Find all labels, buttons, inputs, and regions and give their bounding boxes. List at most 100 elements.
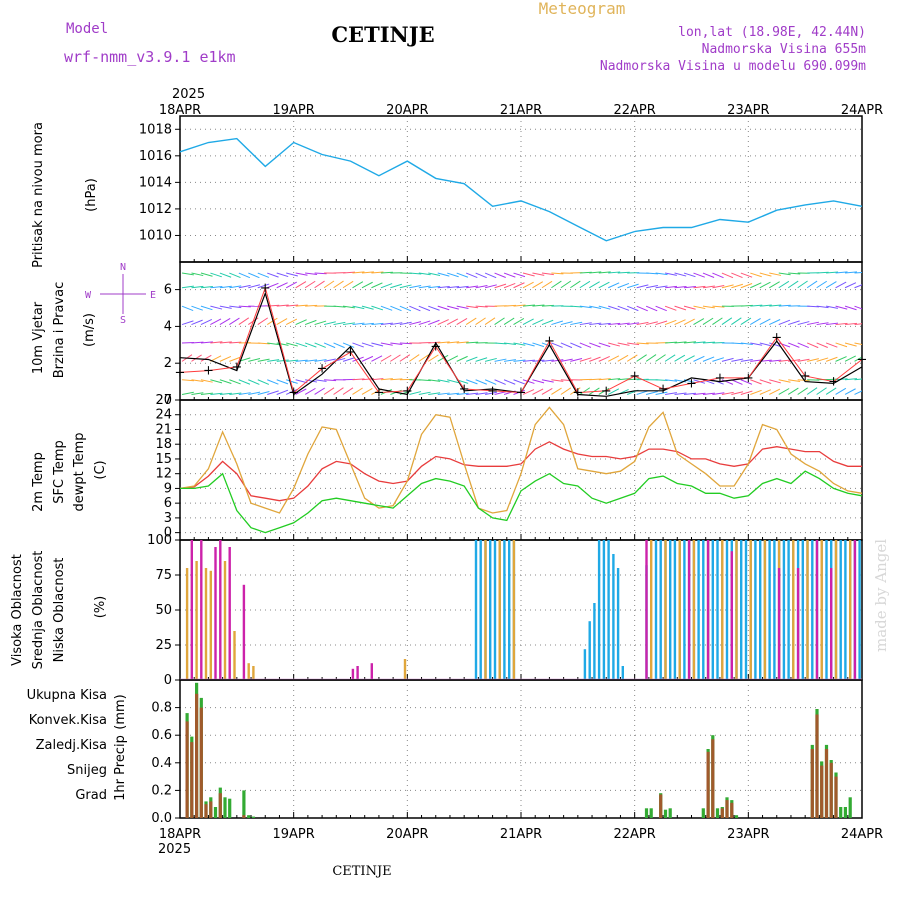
wind-barb [267,272,279,278]
wind-barb [219,305,232,309]
wind-barb [305,379,318,383]
bar-niska-oblacnost [645,540,648,680]
y-tick-label: 6 [164,496,172,511]
wind-barb [447,305,459,310]
wind-barb [238,317,250,325]
wind-barb [731,379,743,385]
wind-barb [570,280,581,289]
wind-barb [437,305,450,311]
wind-barb [788,342,800,348]
temp-unit: (C) [93,460,108,479]
wind-barb [674,272,687,277]
wind-barb [731,391,744,395]
wind-barb [428,285,441,289]
wind-barb [655,391,668,395]
wind-barb [551,280,562,289]
bar-visoka-oblacnost [844,540,847,680]
wind-barb [181,272,194,276]
wind-barb [825,281,837,289]
wind-barb [778,359,791,362]
wind-barb [210,341,223,344]
wind-barb [712,317,723,325]
wind-barb [229,392,242,395]
wind-barb [200,305,213,311]
x-tick-label-top: 24APR [841,103,883,118]
wind-barb [702,272,715,278]
wind-barb [475,272,487,279]
compass-n: N [120,262,126,273]
wind-barb [560,358,573,362]
model-altitude-label: Nadmorska Visina u modelu 690.099m [600,59,866,74]
wind-barb [551,272,564,275]
wind-barb [456,272,469,278]
wind-barb [806,342,819,349]
bar-zaledj-kisa [199,707,203,818]
wind-barb [229,305,242,309]
wind-barb [769,359,782,362]
wind-barb [361,355,374,362]
wind-barb [721,272,734,279]
watermark: made by Angel [872,539,890,652]
y-tick-label: 0.8 [151,701,172,716]
wind-barb [627,283,639,289]
wind-barb [447,379,459,384]
bar-zaledj-kisa [218,793,222,818]
wind-barb [712,272,724,279]
wind-gust-marker: + [686,376,697,391]
wind-barb [437,392,450,395]
wind-barb [276,272,289,278]
wind-barb [579,322,592,326]
wind-barb [797,358,810,362]
wind-barb [229,285,242,289]
wind-barb [655,305,667,312]
bar-srednja-oblacnost [403,659,407,680]
panel-frame [179,115,863,263]
wind-barb [238,272,251,279]
wind-barb [418,272,431,276]
station-title: CETINJE [331,22,434,47]
wind-barb [854,271,862,274]
wind-barb [807,358,819,362]
wind-gust-marker: + [402,384,413,399]
wind-gust-marker: + [857,353,868,368]
wind-barb [314,379,327,382]
wind-barb [352,356,364,362]
bar-srednja-oblacnost [252,666,255,680]
wind-barb [418,354,430,362]
wind-barb [513,342,526,346]
wind-barb [532,304,545,307]
bar-visoka-oblacnost [787,540,790,680]
wind-barb [693,341,706,344]
bar-visoka-oblacnost [673,540,677,680]
bar-visoka-oblacnost [621,666,624,680]
bar-visoka-oblacnost [754,540,757,680]
wind-barb [570,358,583,362]
wind-barb [608,388,620,395]
bar-visoka-oblacnost [801,540,804,680]
bar-niska-oblacnost [370,663,373,680]
wind-barb [674,305,687,311]
wind-barb [627,305,639,312]
wind-barb [665,285,678,289]
wind-barb [608,342,620,347]
bar-visoka-oblacnost [616,568,620,680]
x-tick-label-bottom: 23APR [727,827,769,842]
cloud-ylabel-3: Niska Oblacnost [52,558,67,663]
y-tick-label: 15 [155,452,172,467]
wind-barb [276,342,289,346]
wind-barb [598,271,611,274]
pressure-panel: 1010 1012 1014 1016 1018 [139,115,863,263]
wind-barb [361,387,373,395]
wind-barb [683,341,697,344]
wind-barb [447,272,459,278]
wind-barb [304,387,316,395]
y-tick-label: 1012 [139,202,172,217]
wind-barb [437,354,449,362]
wind-gust-marker: + [175,365,186,380]
wind-barb [200,286,213,289]
wind-ylabel-2: Brzina i Pravac [52,282,67,379]
wind-barb [447,286,460,289]
wind-barb [399,342,412,345]
wind-barb [664,305,677,311]
wind-barb [778,280,790,289]
